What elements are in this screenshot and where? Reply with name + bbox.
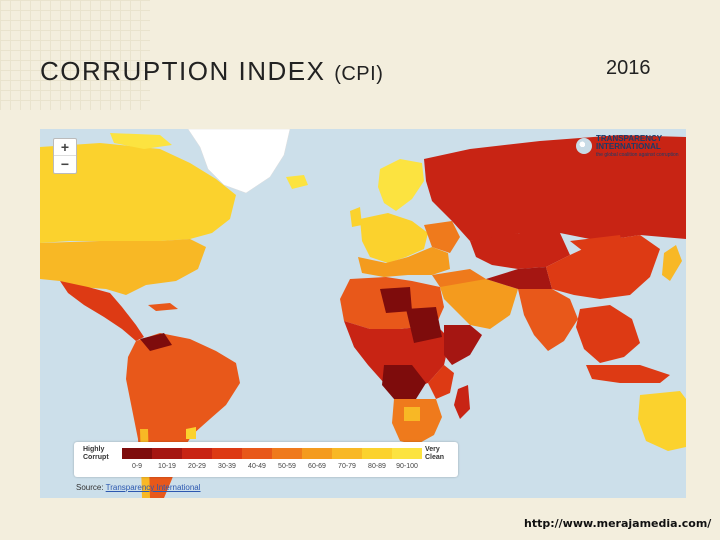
logo-line-2: INTERNATIONAL — [596, 142, 661, 151]
southern-africa-region — [392, 399, 442, 445]
horn-africa-region — [444, 325, 482, 365]
legend-color-scale — [122, 448, 422, 459]
legend-swatch — [332, 448, 362, 459]
transparency-international-logo: TRANSPARENCY INTERNATIONAL the global coa… — [576, 135, 682, 159]
legend-swatch — [242, 448, 272, 459]
legend-right-line-2: Clean — [425, 454, 445, 461]
legend-swatch — [272, 448, 302, 459]
usa-region — [40, 239, 206, 295]
legend-swatch — [212, 448, 242, 459]
canada-region — [40, 143, 236, 243]
south-asia-region — [518, 289, 578, 351]
map-legend: Highly Corrupt 0-9 10-19 20-29 30-39 40-49 50-… — [74, 442, 458, 477]
russia-region — [424, 135, 686, 241]
australia-region — [638, 391, 686, 451]
legend-tick-label: 70-79 — [338, 463, 356, 470]
year-label: 2016 — [606, 57, 651, 79]
eastern-europe-region — [424, 221, 460, 253]
arctic-islands-region — [110, 133, 172, 149]
drc-region — [382, 365, 426, 399]
title-main: CORRUPTION INDEX — [40, 56, 326, 86]
logo-line-1: TRANSPARENCY — [596, 134, 663, 143]
madagascar-region — [454, 385, 470, 419]
cpi-world-map[interactable]: + − TRANSPARENCY INTERNATIONAL the global… — [40, 129, 686, 498]
sudan-region — [406, 307, 442, 343]
east-africa-region — [428, 365, 454, 399]
greenland-region — [187, 129, 291, 194]
source-credit: Source: Transparency International — [76, 483, 201, 492]
middle-east-region — [440, 279, 518, 329]
botswana-region — [404, 407, 420, 421]
uk-region — [350, 207, 362, 227]
southeast-asia-region — [576, 305, 640, 363]
footer-url[interactable]: http://www.merajamedia.com/ — [524, 517, 712, 530]
source-link[interactable]: Transparency International — [105, 483, 201, 492]
legend-left-line-1: Highly — [83, 446, 105, 453]
globe-icon — [576, 138, 592, 154]
iceland-region — [286, 175, 308, 189]
legend-right-line-1: Very — [425, 446, 440, 453]
legend-tick-label: 30-39 — [218, 463, 236, 470]
legend-swatch — [122, 448, 152, 459]
china-region — [546, 235, 660, 299]
legend-tick-label: 80-89 — [368, 463, 386, 470]
title-sub: (CPI) — [334, 63, 384, 85]
legend-tick-label: 20-29 — [188, 463, 206, 470]
zoom-control: + − — [53, 138, 77, 174]
legend-right-label: Very Clean — [425, 446, 455, 462]
legend-swatch — [152, 448, 182, 459]
legend-tick-label: 60-69 — [308, 463, 326, 470]
uruguay-region — [186, 427, 196, 439]
logo-name: TRANSPARENCY INTERNATIONAL — [596, 135, 662, 151]
source-label: Source: — [76, 483, 104, 492]
mexico-region — [60, 281, 144, 341]
libya-region — [380, 287, 412, 313]
corner-grid-decoration — [0, 0, 150, 110]
slide-title: CORRUPTION INDEX (CPI) — [40, 56, 383, 87]
legend-swatch — [302, 448, 332, 459]
central-asia-region — [470, 233, 570, 269]
legend-swatch — [392, 448, 422, 459]
venezuela-region — [140, 333, 172, 351]
southern-europe-region — [358, 247, 450, 277]
legend-tick-label: 0-9 — [131, 463, 143, 470]
japan-region — [662, 245, 682, 281]
legend-tick-label: 40-49 — [248, 463, 266, 470]
legend-left-line-2: Corrupt — [83, 454, 109, 461]
legend-ticks: 0-9 10-19 20-29 30-39 40-49 50-59 60-69 70-79 80… — [122, 463, 422, 470]
legend-tick-label: 50-59 — [278, 463, 296, 470]
mongolia-region — [570, 235, 624, 255]
legend-left-label: Highly Corrupt — [83, 446, 119, 462]
legend-tick-label: 90-100 — [396, 463, 418, 470]
indonesia-region — [586, 365, 670, 383]
scandinavia-region — [378, 159, 424, 211]
legend-swatch — [182, 448, 212, 459]
caribbean-region — [148, 303, 178, 311]
zoom-in-button[interactable]: + — [54, 139, 76, 156]
legend-swatch — [362, 448, 392, 459]
zoom-out-button[interactable]: − — [60, 156, 70, 172]
logo-tagline: the global coalition against corruption — [596, 152, 679, 158]
western-europe-region — [360, 213, 428, 263]
legend-tick-label: 10-19 — [158, 463, 176, 470]
